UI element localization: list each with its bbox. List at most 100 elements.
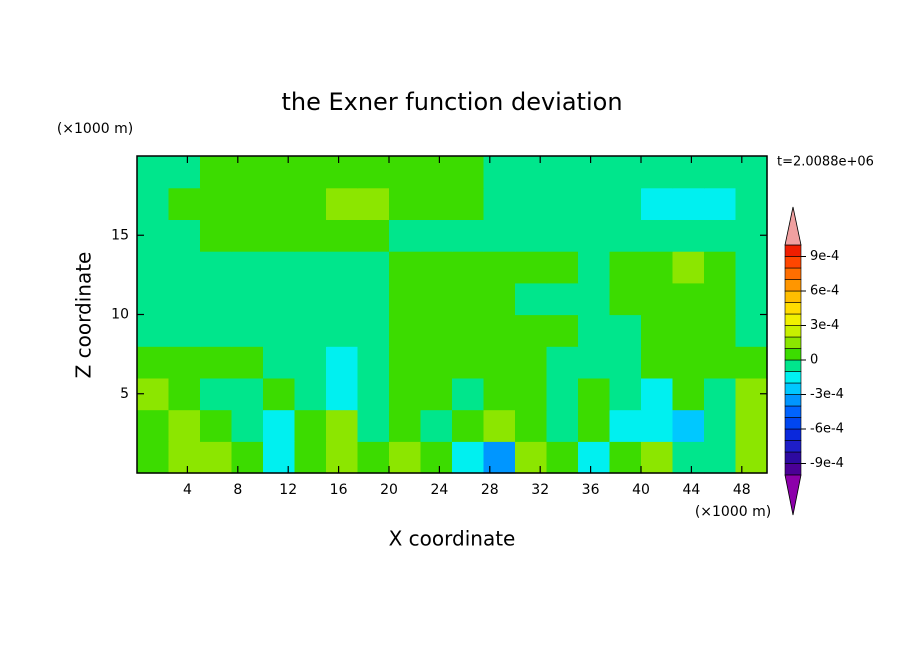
colorbar-tick-label: 6e-4 xyxy=(810,284,839,299)
contour-cell xyxy=(200,282,233,316)
contour-cell xyxy=(263,441,296,474)
contour-cell xyxy=(200,251,233,284)
colorbar-cell xyxy=(784,279,802,292)
contour-cell xyxy=(420,441,453,474)
contour-cell xyxy=(231,251,264,284)
contour-cell xyxy=(294,219,327,252)
contour-cell xyxy=(546,377,579,411)
contour-cell xyxy=(326,282,359,316)
contour-cell xyxy=(357,251,390,284)
contour-cell xyxy=(231,314,264,347)
colorbar-cell xyxy=(784,267,802,280)
contour-cell xyxy=(483,346,516,379)
colorbar-tick-label: -6e-4 xyxy=(810,422,844,437)
contour-cell xyxy=(483,441,516,474)
contour-cell xyxy=(546,346,579,379)
contour-cell xyxy=(357,441,390,474)
contour-cell xyxy=(515,156,548,189)
contour-cell xyxy=(231,187,264,220)
contour-cell xyxy=(483,251,516,284)
contour-cell xyxy=(609,251,642,284)
contour-cell xyxy=(168,441,201,474)
contour-cell xyxy=(326,156,359,189)
contour-cell xyxy=(515,409,548,442)
contour-cell xyxy=(294,282,327,316)
contour-cell xyxy=(389,441,422,474)
x-tick-label: 44 xyxy=(682,482,700,498)
contour-cell xyxy=(609,409,642,442)
contour-cell xyxy=(483,282,516,316)
x-tick-label: 28 xyxy=(481,482,499,498)
contour-cell xyxy=(704,377,737,411)
colorbar-tick-label: -3e-4 xyxy=(810,387,844,402)
contour-cell xyxy=(168,187,201,220)
contour-cell xyxy=(357,314,390,347)
colorbar-cell xyxy=(784,417,802,430)
colorbar-under xyxy=(784,474,802,516)
contour-cell xyxy=(609,187,642,220)
contour-cell xyxy=(231,441,264,474)
contour-cell xyxy=(704,282,737,316)
contour-cell xyxy=(231,156,264,189)
contour-cell xyxy=(200,409,233,442)
contour-cell xyxy=(137,409,170,442)
contour-cell xyxy=(389,314,422,347)
contour-cell xyxy=(200,156,233,189)
contour-cell xyxy=(672,314,705,347)
contour-cell xyxy=(609,441,642,474)
colorbar-over xyxy=(784,206,802,246)
contour-cell xyxy=(452,346,485,379)
contour-cell xyxy=(420,346,453,379)
x-tick-label: 4 xyxy=(183,482,192,498)
colorbar-cell xyxy=(784,244,802,257)
contour-cell xyxy=(231,409,264,442)
contour-cell xyxy=(168,377,201,411)
contour-cell xyxy=(357,219,390,252)
contour-cell xyxy=(452,219,485,252)
contour-cell xyxy=(641,219,674,252)
contour-cell xyxy=(452,409,485,442)
contour-cell xyxy=(263,219,296,252)
contour-cell xyxy=(578,282,611,316)
contour-cell xyxy=(263,346,296,379)
contour-cell xyxy=(578,377,611,411)
contour-cell xyxy=(294,187,327,220)
contour-cell xyxy=(672,219,705,252)
contour-cell xyxy=(515,346,548,379)
contour-cell xyxy=(452,251,485,284)
x-tick-label: 40 xyxy=(632,482,650,498)
contour-cell xyxy=(578,346,611,379)
contour-cell xyxy=(263,314,296,347)
x-tick-label: 32 xyxy=(531,482,549,498)
contour-cell xyxy=(137,282,170,316)
contour-cell xyxy=(546,219,579,252)
contour-cell xyxy=(578,251,611,284)
contour-cell xyxy=(641,314,674,347)
contour-cell xyxy=(326,187,359,220)
contour-cell xyxy=(483,314,516,347)
contour-cell xyxy=(704,219,737,252)
contour-cell xyxy=(546,409,579,442)
contour-cell xyxy=(546,187,579,220)
contour-cell xyxy=(578,219,611,252)
colorbar-cell xyxy=(784,313,802,326)
colorbar-cell xyxy=(784,463,802,476)
y-axis-label: Z coordinate xyxy=(72,252,96,379)
contour-cell xyxy=(704,314,737,347)
contour-cell xyxy=(357,156,390,189)
contour-cell xyxy=(735,156,768,189)
contour-cell xyxy=(168,409,201,442)
x-tick-label: 8 xyxy=(233,482,242,498)
contour-cell xyxy=(515,441,548,474)
contour-cell xyxy=(452,156,485,189)
contour-cell xyxy=(641,377,674,411)
contour-cell xyxy=(515,282,548,316)
contour-cell xyxy=(735,187,768,220)
contour-cell xyxy=(641,156,674,189)
contour-cell xyxy=(672,282,705,316)
contour-cell xyxy=(735,282,768,316)
contour-cell xyxy=(420,377,453,411)
contour-cell xyxy=(641,409,674,442)
contour-cell xyxy=(200,187,233,220)
